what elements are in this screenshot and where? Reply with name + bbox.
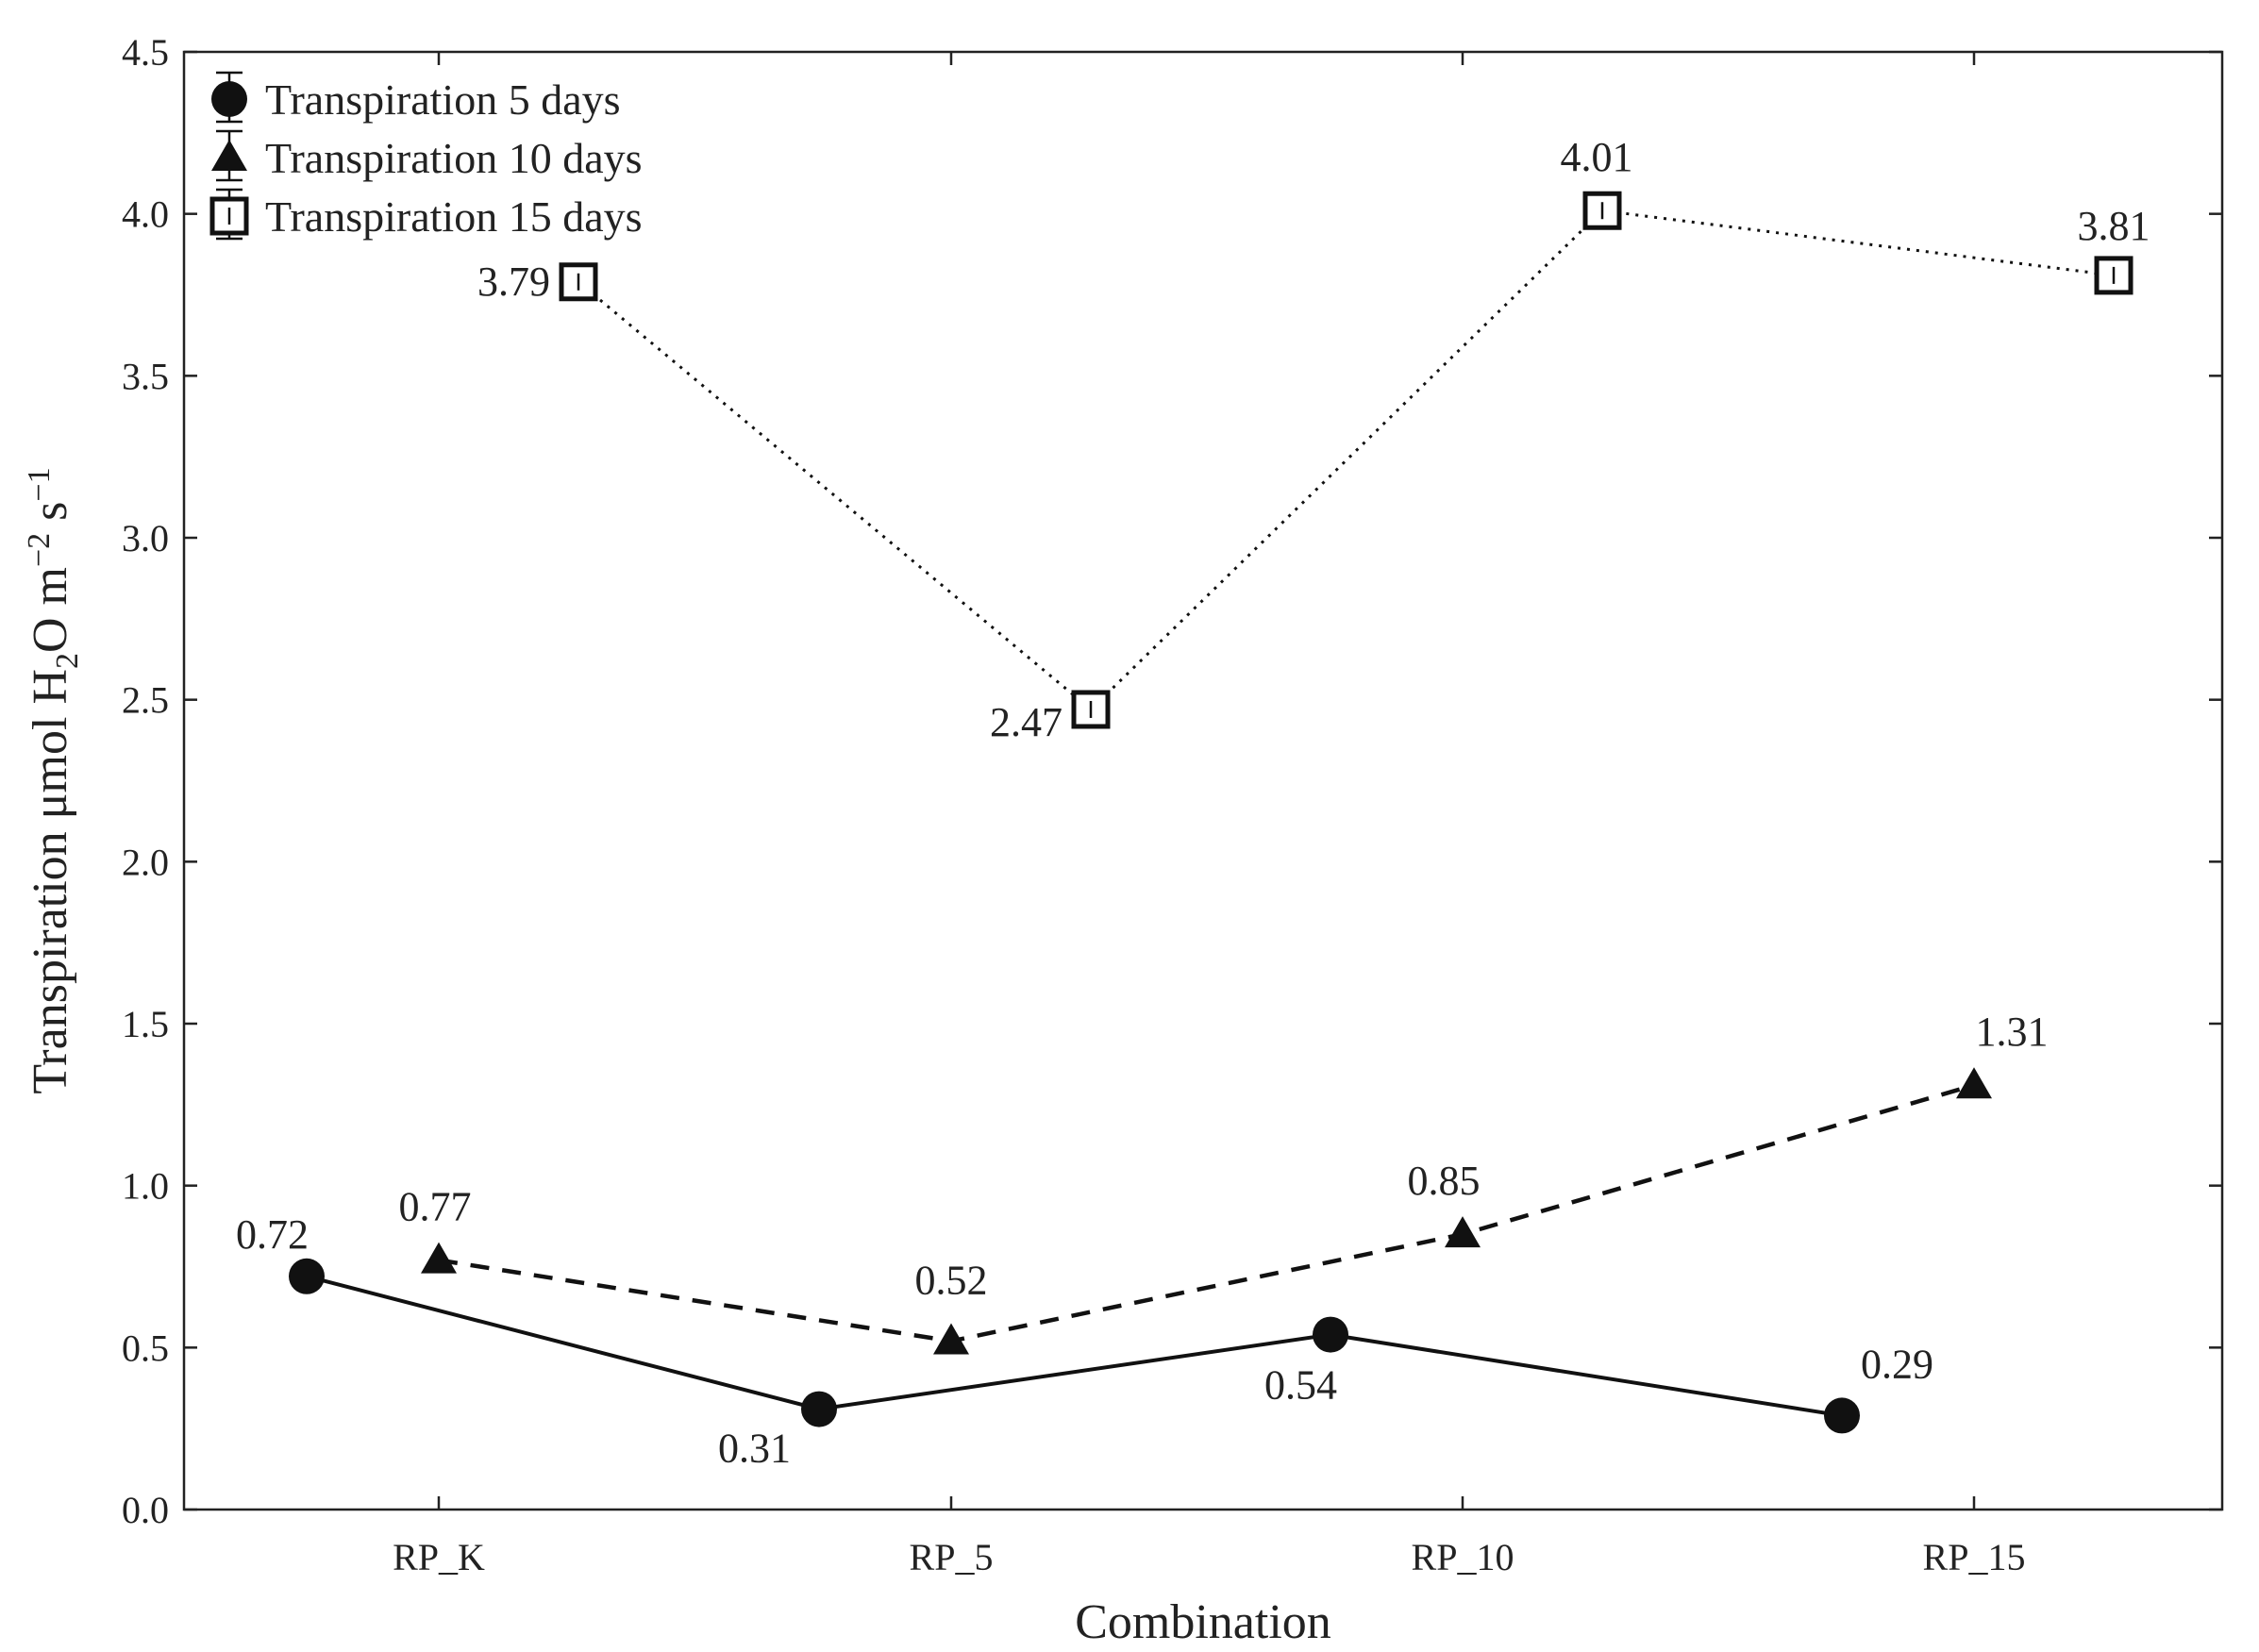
legend-label: Transpiration 15 days <box>265 192 643 241</box>
legend-marker-triangle <box>211 140 247 171</box>
y-tick-label: 4.0 <box>122 193 169 236</box>
x-tick-label: RP_15 <box>1923 1536 2026 1578</box>
data-point <box>1445 1216 1481 1248</box>
y-axis-title-part: −2 <box>22 533 57 567</box>
legend-marker-circle <box>211 81 247 117</box>
axes: 0.0 0.5 1.0 1.5 2.0 2.5 3.0 3.5 4.0 4.5 RP_K RP_5 RP… <box>22 31 2224 1649</box>
data-label: 0.77 <box>399 1184 472 1230</box>
x-axis-title: Combination <box>1075 1595 1331 1649</box>
data-point <box>2094 256 2134 295</box>
plot-frame <box>182 50 2224 1511</box>
y-axis-title-part: 2 <box>50 653 85 669</box>
data-label: 4.01 <box>1561 134 1633 180</box>
data-label: 3.81 <box>2078 203 2150 249</box>
series-3: 3.79 2.47 4.01 3.81 <box>477 134 2150 745</box>
y-axis-title: Transpiration μmol H2O m−2 s−1 <box>22 467 85 1093</box>
plot-area: 0.72 0.31 0.54 0.29 0.77 0.52 0.85 1.31 3.79 2.47… <box>236 134 2150 1471</box>
y-axis-title-part: O m <box>24 567 77 653</box>
series-1: 0.72 0.31 0.54 0.29 <box>236 1211 1933 1472</box>
x-tick-label: RP_K <box>393 1536 485 1578</box>
data-label: 0.29 <box>1861 1341 1933 1387</box>
y-axis-title-part: −1 <box>22 467 57 501</box>
data-point <box>933 1323 969 1355</box>
data-point <box>801 1391 837 1427</box>
y-tick-label: 4.5 <box>122 31 169 74</box>
legend: Transpiration 5 days Transpiration 10 day… <box>209 71 643 241</box>
data-label: 0.31 <box>718 1426 791 1472</box>
legend-label: Transpiration 10 days <box>265 134 643 182</box>
x-tick-label: RP_10 <box>1412 1536 1514 1578</box>
data-label: 2.47 <box>990 699 1063 745</box>
y-axis-title-part: Transpiration μmol H <box>24 669 77 1094</box>
y-tick-label: 0.5 <box>122 1327 169 1369</box>
series-line <box>438 1083 1975 1343</box>
y-tick-label: 2.0 <box>122 841 169 883</box>
y-tick-label: 1.5 <box>122 1003 169 1045</box>
data-point <box>1313 1316 1348 1353</box>
data-label: 1.31 <box>1976 1009 2049 1055</box>
data-point <box>421 1242 457 1274</box>
data-label: 0.72 <box>236 1211 309 1258</box>
series-line <box>306 1274 1843 1418</box>
data-point <box>1956 1067 1992 1099</box>
series-line <box>577 209 2115 711</box>
data-point <box>1824 1397 1860 1434</box>
y-tick-label: 0.0 <box>122 1489 169 1531</box>
y-tick-label: 2.5 <box>122 679 169 722</box>
data-point <box>289 1258 325 1294</box>
y-tick-label: 1.0 <box>122 1165 169 1208</box>
data-label: 0.85 <box>1408 1158 1481 1204</box>
data-label: 3.79 <box>477 259 550 305</box>
legend-label: Transpiration 5 days <box>265 75 621 124</box>
data-label: 0.54 <box>1264 1362 1337 1409</box>
y-tick-label: 3.0 <box>122 517 169 559</box>
data-label: 0.52 <box>915 1257 988 1303</box>
x-tick-label: RP_5 <box>910 1536 994 1578</box>
y-axis-title-part: s <box>24 502 77 533</box>
series-2: 0.77 0.52 0.85 1.31 <box>399 1009 2049 1355</box>
legend-marker-square <box>209 196 249 236</box>
y-tick-label: 3.5 <box>122 355 169 397</box>
